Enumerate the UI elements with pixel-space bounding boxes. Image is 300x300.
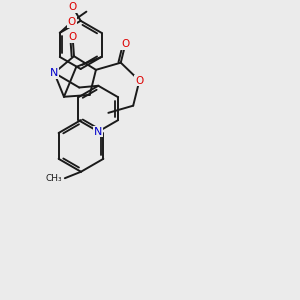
- Text: N: N: [50, 68, 58, 78]
- Text: O: O: [68, 2, 77, 12]
- Text: O: O: [135, 76, 143, 85]
- Text: CH₃: CH₃: [46, 174, 62, 183]
- Text: N: N: [94, 127, 103, 136]
- Text: O: O: [68, 17, 76, 27]
- Text: O: O: [121, 39, 130, 49]
- Text: O: O: [68, 32, 77, 42]
